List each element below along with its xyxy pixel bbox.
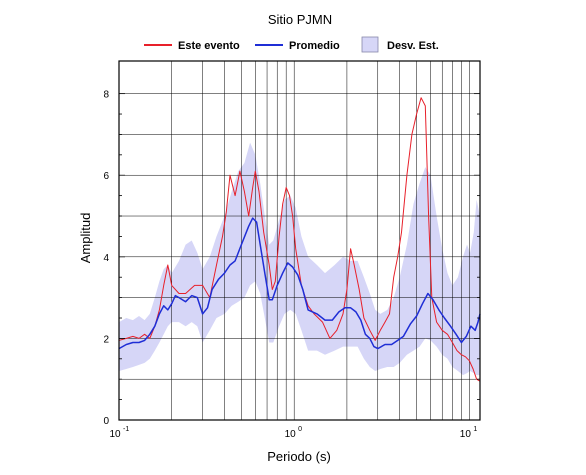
y-axis-label: Amplitud	[78, 213, 93, 264]
x-tick-exponent: -1	[123, 426, 129, 433]
legend-label-desv-est: Desv. Est.	[387, 40, 439, 52]
y-tick-label: 2	[103, 334, 109, 345]
y-tick-label: 6	[103, 171, 109, 182]
x-tick-exponent: 1	[473, 426, 477, 433]
axes-layer	[118, 60, 481, 421]
x-tick-label: 10	[285, 429, 297, 440]
legend-swatch-desv-est	[361, 36, 379, 53]
legend-label-este-evento: Este evento	[178, 40, 240, 52]
y-tick-label: 0	[103, 416, 109, 427]
x-tick-exponent: 0	[298, 426, 302, 433]
std-dev-band-layer	[119, 142, 480, 376]
plot-frame	[118, 60, 481, 421]
series-line-promedio	[118, 217, 481, 350]
legend-label-promedio: Promedio	[289, 40, 340, 52]
std-dev-band	[119, 142, 480, 376]
series-layer	[118, 97, 481, 382]
grid-layer	[118, 61, 480, 420]
legend: Este evento Promedio Desv. Est.	[144, 36, 439, 53]
x-axis-label: Periodo (s)	[267, 449, 331, 464]
y-tick-label: 8	[103, 90, 109, 101]
chart-title: Sitio PJMN	[268, 12, 332, 27]
y-tick-label: 4	[103, 253, 109, 264]
x-tick-label: 10	[460, 429, 472, 440]
x-tick-label: 10	[109, 429, 121, 440]
